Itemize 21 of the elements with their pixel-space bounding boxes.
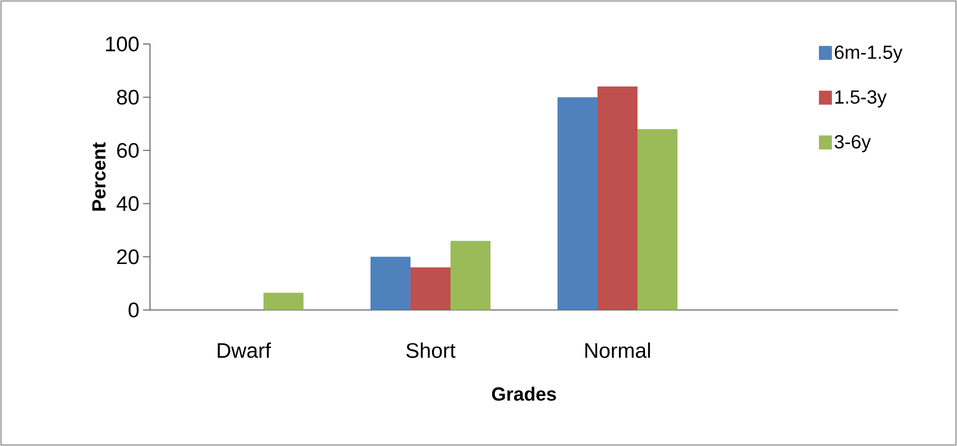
bar (598, 86, 638, 310)
x-tick-label: Short (406, 342, 456, 358)
x-tick-label: Normal (585, 342, 650, 358)
bar (264, 292, 304, 310)
bar (638, 129, 678, 310)
legend-label: 1.5-3y (835, 90, 887, 108)
x-axis-title: Grades (492, 386, 556, 401)
bar (410, 267, 451, 310)
y-tick-label: 100 (106, 36, 139, 52)
bar (370, 256, 411, 310)
bar (558, 97, 598, 310)
y-tick-label: 80 (117, 90, 139, 105)
legend-label: 3-6y (834, 135, 871, 152)
y-tick-label: 40 (116, 196, 139, 212)
y-tick-label: 60 (117, 142, 139, 158)
legend-label: 6m-1.5y (834, 46, 903, 63)
y-tick-label: 0 (128, 302, 139, 318)
y-tick-label: 20 (117, 249, 139, 264)
bar (450, 240, 491, 310)
y-axis-title: Percent (92, 142, 106, 211)
x-tick-label: Dwarf (218, 342, 271, 358)
